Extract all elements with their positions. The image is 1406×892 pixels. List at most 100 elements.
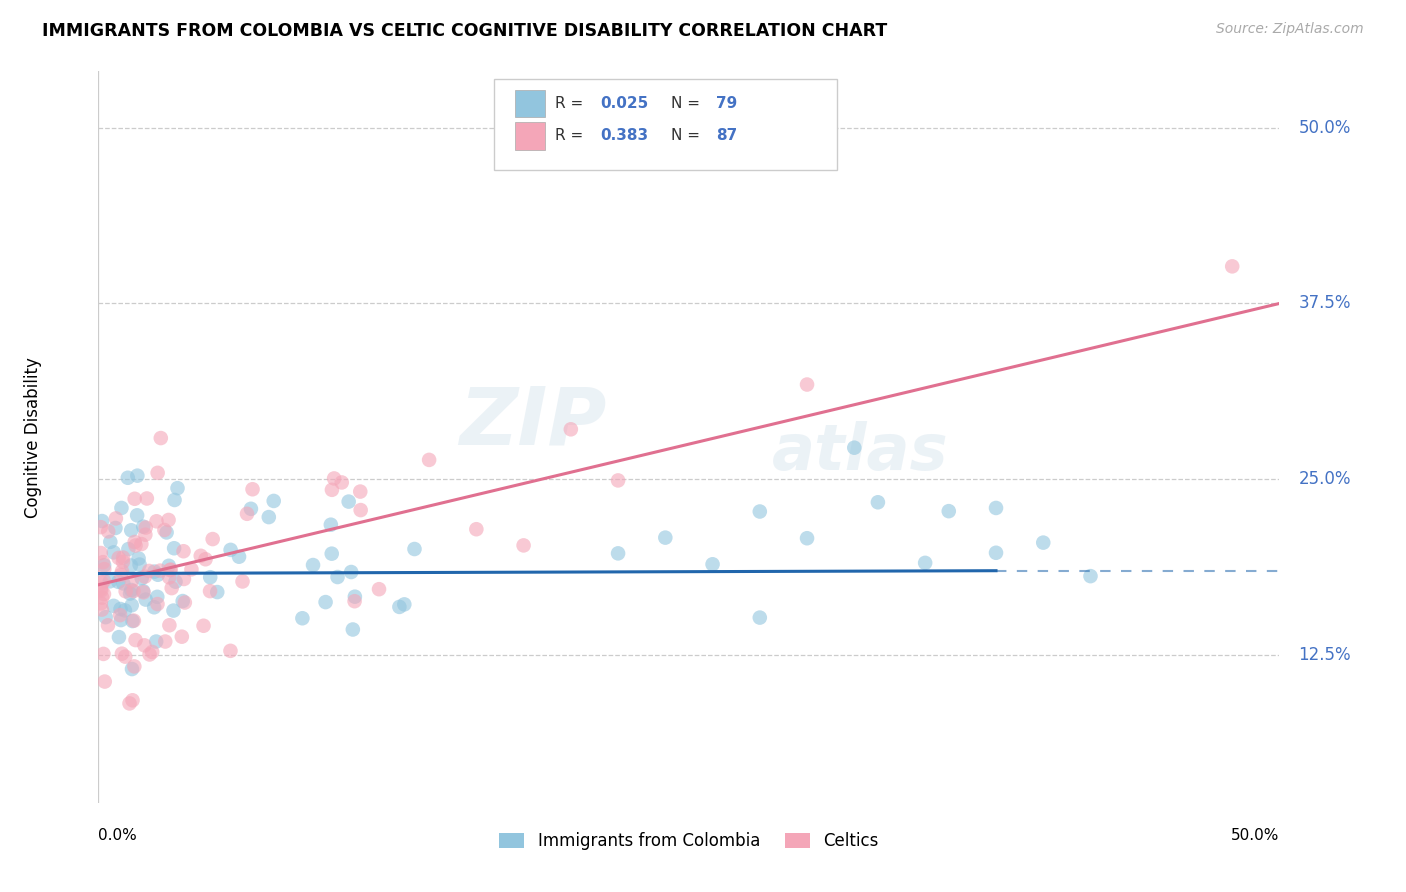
Point <box>157 513 180 527</box>
Point <box>117 471 139 485</box>
Point <box>93 558 115 573</box>
Point <box>134 527 156 541</box>
Point <box>134 638 156 652</box>
Point <box>112 550 135 565</box>
Point <box>128 551 150 566</box>
Text: 37.5%: 37.5% <box>1298 294 1351 312</box>
Point <box>138 564 160 578</box>
Point <box>107 574 129 589</box>
Point <box>180 562 202 576</box>
Point <box>263 494 285 508</box>
Point <box>94 674 117 689</box>
Point <box>173 544 195 558</box>
Point <box>93 562 115 576</box>
Point <box>124 633 146 648</box>
Point <box>465 522 488 536</box>
Point <box>97 524 120 539</box>
Point <box>302 558 325 572</box>
Point <box>127 468 149 483</box>
Point <box>702 558 724 572</box>
Point <box>143 600 166 615</box>
Point <box>796 377 818 392</box>
Point <box>146 590 169 604</box>
Point <box>173 572 195 586</box>
Point <box>108 630 131 644</box>
Point <box>239 501 262 516</box>
Text: atlas: atlas <box>772 421 948 483</box>
Point <box>145 634 167 648</box>
Point <box>141 645 163 659</box>
Point <box>560 422 582 436</box>
Point <box>111 564 134 578</box>
Point <box>135 491 157 506</box>
Point <box>121 599 143 613</box>
Point <box>134 569 156 583</box>
Point <box>257 510 280 524</box>
Point <box>155 634 177 648</box>
Point <box>368 582 391 597</box>
Point <box>319 517 342 532</box>
Point <box>1220 260 1243 274</box>
Point <box>146 597 169 611</box>
Point <box>194 552 217 566</box>
Point <box>844 441 866 455</box>
Point <box>117 542 139 557</box>
Legend: Immigrants from Colombia, Celtics: Immigrants from Colombia, Celtics <box>492 825 886 856</box>
Point <box>104 521 127 535</box>
Point <box>654 531 676 545</box>
Point <box>914 556 936 570</box>
Point <box>418 453 440 467</box>
Point <box>160 581 183 595</box>
Point <box>1080 569 1102 583</box>
Point <box>219 644 242 658</box>
Point <box>90 583 112 598</box>
Point <box>388 599 411 614</box>
Point <box>330 475 353 490</box>
Text: R =: R = <box>555 96 589 111</box>
Point <box>111 647 134 661</box>
Point <box>122 614 145 628</box>
Point <box>155 525 177 540</box>
Point <box>242 482 264 496</box>
Point <box>170 630 193 644</box>
Point <box>90 546 112 560</box>
Point <box>231 574 253 589</box>
Point <box>219 542 242 557</box>
Point <box>207 585 229 599</box>
Point <box>98 534 121 549</box>
Point <box>607 546 630 560</box>
Point <box>172 594 194 608</box>
Point <box>1032 535 1054 549</box>
Point <box>173 595 195 609</box>
Text: 0.383: 0.383 <box>600 128 648 144</box>
Point <box>107 550 129 565</box>
Point <box>110 500 132 515</box>
Point <box>512 538 534 552</box>
Point <box>124 539 146 553</box>
Point <box>157 558 180 573</box>
Point <box>157 570 180 584</box>
Point <box>124 659 146 673</box>
Point <box>93 574 115 588</box>
Text: R =: R = <box>555 128 589 144</box>
Point <box>131 571 153 585</box>
Text: 50.0%: 50.0% <box>1298 119 1351 136</box>
FancyBboxPatch shape <box>494 78 837 170</box>
Point <box>135 520 157 534</box>
Point <box>337 494 360 508</box>
Text: 50.0%: 50.0% <box>1232 828 1279 843</box>
Point <box>132 585 155 599</box>
Point <box>166 481 188 495</box>
Point <box>110 568 132 582</box>
Point <box>91 514 114 528</box>
Point <box>349 484 371 499</box>
Point <box>98 574 121 589</box>
Point <box>127 508 149 523</box>
Point <box>163 541 186 556</box>
Point <box>93 647 115 661</box>
Point <box>198 584 221 599</box>
Point <box>340 565 363 579</box>
Point <box>343 594 366 608</box>
Point <box>146 567 169 582</box>
Point <box>94 610 117 624</box>
